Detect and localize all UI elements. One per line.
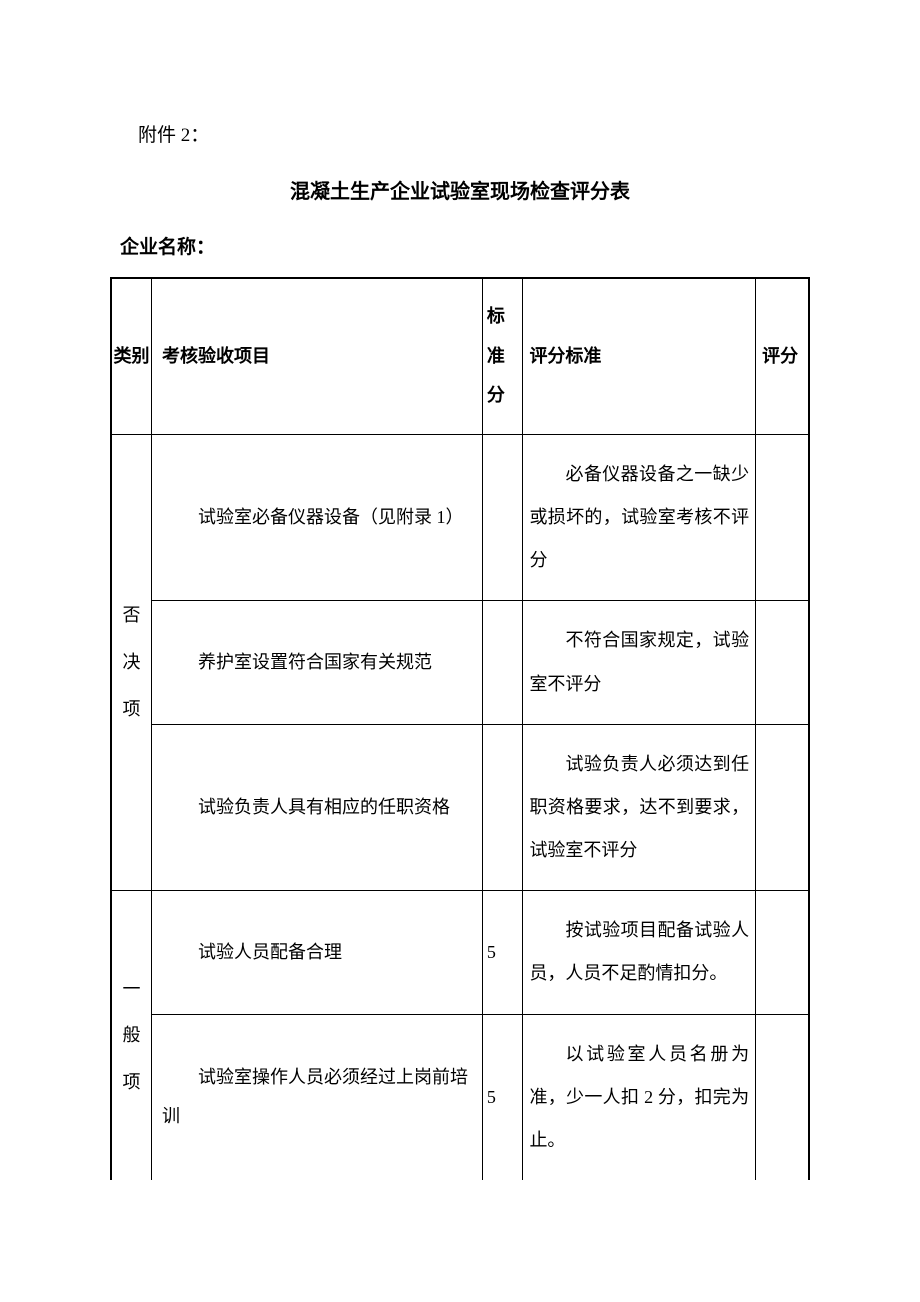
rating-cell — [756, 1014, 809, 1180]
criteria-cell: 必备仪器设备之一缺少或损坏的，试验室考核不评分 — [523, 434, 756, 601]
page-title: 混凝土生产企业试验室现场检查评分表 — [110, 175, 810, 204]
scoring-table: 类别 考核验收项目 标准分 评分标准 评分 否决项 试验室必备仪器设备（见附录 … — [110, 277, 810, 1180]
item-cell: 试验室必备仪器设备（见附录 1） — [152, 434, 483, 601]
criteria-cell: 试验负责人必须达到任职资格要求，达不到要求，试验室不评分 — [523, 724, 756, 891]
table-row: 否决项 试验室必备仪器设备（见附录 1） 必备仪器设备之一缺少或损坏的，试验室考… — [111, 434, 809, 601]
criteria-cell: 不符合国家规定，试验室不评分 — [523, 601, 756, 724]
rating-cell — [756, 724, 809, 891]
std-score-cell: 5 — [482, 1014, 523, 1180]
item-cell: 养护室设置符合国家有关规范 — [152, 601, 483, 724]
rating-cell — [756, 434, 809, 601]
table-row: 试验负责人具有相应的任职资格 试验负责人必须达到任职资格要求，达不到要求，试验室… — [111, 724, 809, 891]
std-score-cell — [482, 434, 523, 601]
table-row: 养护室设置符合国家有关规范 不符合国家规定，试验室不评分 — [111, 601, 809, 724]
std-score-cell: 5 — [482, 891, 523, 1014]
table-row: 一般项 试验人员配备合理 5 按试验项目配备试验人员，人员不足酌情扣分。 — [111, 891, 809, 1014]
rating-cell — [756, 891, 809, 1014]
item-cell: 试验室操作人员必须经过上岗前培训 — [152, 1014, 483, 1180]
company-name-label: 企业名称： — [110, 232, 810, 259]
header-rating: 评分 — [756, 278, 809, 434]
table-row: 试验室操作人员必须经过上岗前培训 5 以试验室人员名册为准，少一人扣 2 分，扣… — [111, 1014, 809, 1180]
header-item: 考核验收项目 — [152, 278, 483, 434]
header-category: 类别 — [111, 278, 152, 434]
item-cell: 试验负责人具有相应的任职资格 — [152, 724, 483, 891]
category-veto-text: 否决项 — [112, 592, 151, 732]
table-header-row: 类别 考核验收项目 标准分 评分标准 评分 — [111, 278, 809, 434]
category-veto: 否决项 — [111, 434, 152, 891]
category-general: 一般项 — [111, 891, 152, 1180]
std-score-cell — [482, 724, 523, 891]
category-general-text: 一般项 — [112, 966, 151, 1106]
std-score-cell — [482, 601, 523, 724]
header-std-score: 标准分 — [482, 278, 523, 434]
rating-cell — [756, 601, 809, 724]
header-criteria: 评分标准 — [523, 278, 756, 434]
criteria-cell: 按试验项目配备试验人员，人员不足酌情扣分。 — [523, 891, 756, 1014]
criteria-cell: 以试验室人员名册为准，少一人扣 2 分，扣完为止。 — [523, 1014, 756, 1180]
attachment-label: 附件 2： — [110, 120, 810, 147]
item-cell: 试验人员配备合理 — [152, 891, 483, 1014]
